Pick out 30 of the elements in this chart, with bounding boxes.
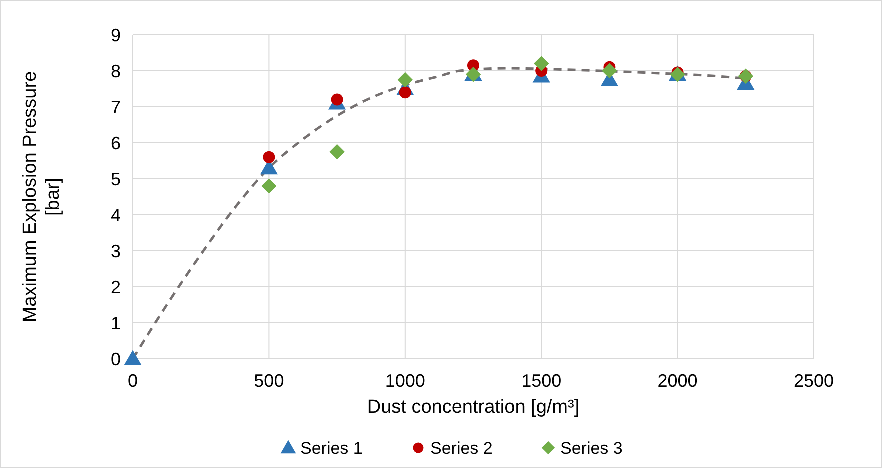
point xyxy=(331,94,344,106)
legend-label: Series 3 xyxy=(560,438,623,458)
y-tick-label: 9 xyxy=(110,25,121,46)
point xyxy=(263,151,276,164)
point xyxy=(124,350,142,366)
y-tick-label: 2 xyxy=(110,277,121,298)
y-axis-title: Maximum Explosion Pressure [bar] xyxy=(20,71,64,323)
x-tick-label: 2000 xyxy=(658,371,698,391)
y-tick-label: 3 xyxy=(110,241,121,262)
x-tick-label: 500 xyxy=(254,371,284,391)
point xyxy=(262,178,277,194)
x-tick-label: 1500 xyxy=(522,371,562,391)
y-tick-label: 5 xyxy=(110,169,121,190)
y-tick-label: 8 xyxy=(110,61,121,82)
point xyxy=(330,144,345,160)
legend-label: Series 2 xyxy=(430,438,493,458)
x-tick-label: 1000 xyxy=(385,371,426,391)
x-axis-title: Dust concentration [g/m³] xyxy=(367,397,580,418)
y-tick-label: 6 xyxy=(110,133,121,154)
y-tick-label: 7 xyxy=(110,97,121,118)
y-tick-label: 1 xyxy=(110,313,121,334)
point xyxy=(399,86,412,99)
y-tick-label: 4 xyxy=(110,205,121,226)
point xyxy=(534,56,550,72)
legend-label: Series 1 xyxy=(300,438,363,458)
point xyxy=(602,63,618,79)
x-tick-label: 0 xyxy=(128,371,138,391)
y-tick-label: 0 xyxy=(110,349,121,370)
x-tick-label: 2500 xyxy=(794,371,834,391)
point xyxy=(398,72,413,88)
